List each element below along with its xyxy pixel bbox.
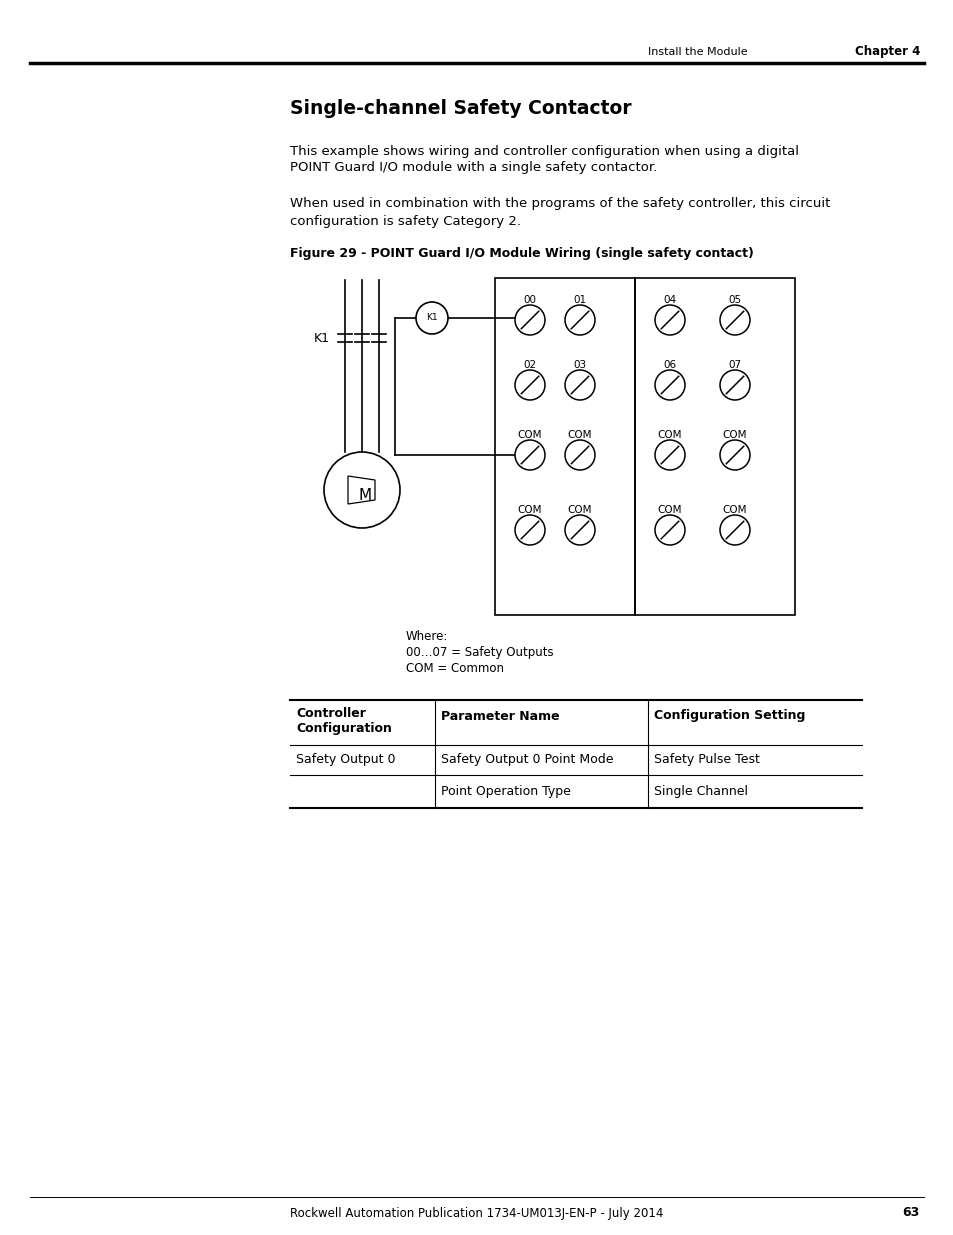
Text: COM: COM [517, 505, 541, 515]
Text: M: M [358, 488, 371, 503]
Text: COM: COM [722, 505, 746, 515]
Text: 00…07 = Safety Outputs: 00…07 = Safety Outputs [406, 646, 553, 659]
Text: Install the Module: Install the Module [647, 47, 747, 57]
Text: COM: COM [657, 430, 681, 440]
Circle shape [655, 370, 684, 400]
Circle shape [564, 305, 595, 335]
Text: Configuration Setting: Configuration Setting [654, 709, 804, 722]
Circle shape [720, 305, 749, 335]
Text: configuration is safety Category 2.: configuration is safety Category 2. [290, 215, 520, 227]
Text: 03: 03 [573, 359, 586, 370]
Circle shape [720, 440, 749, 471]
Circle shape [655, 305, 684, 335]
Text: COM: COM [567, 505, 592, 515]
Text: COM: COM [657, 505, 681, 515]
Circle shape [416, 303, 448, 333]
Text: 04: 04 [662, 295, 676, 305]
Text: COM: COM [567, 430, 592, 440]
Circle shape [515, 440, 544, 471]
Text: Single Channel: Single Channel [654, 785, 747, 798]
Text: Safety Pulse Test: Safety Pulse Test [654, 753, 760, 767]
Text: Safety Output 0 Point Mode: Safety Output 0 Point Mode [440, 753, 613, 767]
Circle shape [564, 440, 595, 471]
Circle shape [655, 440, 684, 471]
Text: COM: COM [517, 430, 541, 440]
Circle shape [324, 452, 399, 529]
Text: 01: 01 [573, 295, 586, 305]
Circle shape [655, 515, 684, 545]
Text: This example shows wiring and controller configuration when using a digital: This example shows wiring and controller… [290, 144, 799, 158]
Circle shape [720, 515, 749, 545]
Text: K1: K1 [314, 331, 330, 345]
Text: Single-channel Safety Contactor: Single-channel Safety Contactor [290, 99, 631, 117]
Text: Rockwell Automation Publication 1734-UM013J-EN-P - July 2014: Rockwell Automation Publication 1734-UM0… [290, 1207, 663, 1219]
Text: 06: 06 [662, 359, 676, 370]
Circle shape [515, 305, 544, 335]
Circle shape [515, 515, 544, 545]
Circle shape [720, 370, 749, 400]
Circle shape [564, 515, 595, 545]
Circle shape [564, 370, 595, 400]
Text: 00: 00 [523, 295, 536, 305]
Text: K1: K1 [426, 314, 437, 322]
Text: Safety Output 0: Safety Output 0 [295, 753, 395, 767]
Text: Controller
Configuration: Controller Configuration [295, 706, 392, 735]
Text: Figure 29 - POINT Guard I/O Module Wiring (single safety contact): Figure 29 - POINT Guard I/O Module Wirin… [290, 247, 753, 259]
Text: COM = Common: COM = Common [406, 662, 503, 676]
Text: COM: COM [722, 430, 746, 440]
Text: Where:: Where: [406, 630, 448, 643]
Text: 05: 05 [728, 295, 740, 305]
Text: 02: 02 [523, 359, 536, 370]
Text: When used in combination with the programs of the safety controller, this circui: When used in combination with the progra… [290, 198, 829, 210]
Text: Point Operation Type: Point Operation Type [440, 785, 570, 798]
Text: Chapter 4: Chapter 4 [854, 46, 919, 58]
Text: 07: 07 [728, 359, 740, 370]
Text: Parameter Name: Parameter Name [440, 709, 559, 722]
Text: 63: 63 [902, 1207, 919, 1219]
Circle shape [515, 370, 544, 400]
Text: POINT Guard I/O module with a single safety contactor.: POINT Guard I/O module with a single saf… [290, 162, 657, 174]
